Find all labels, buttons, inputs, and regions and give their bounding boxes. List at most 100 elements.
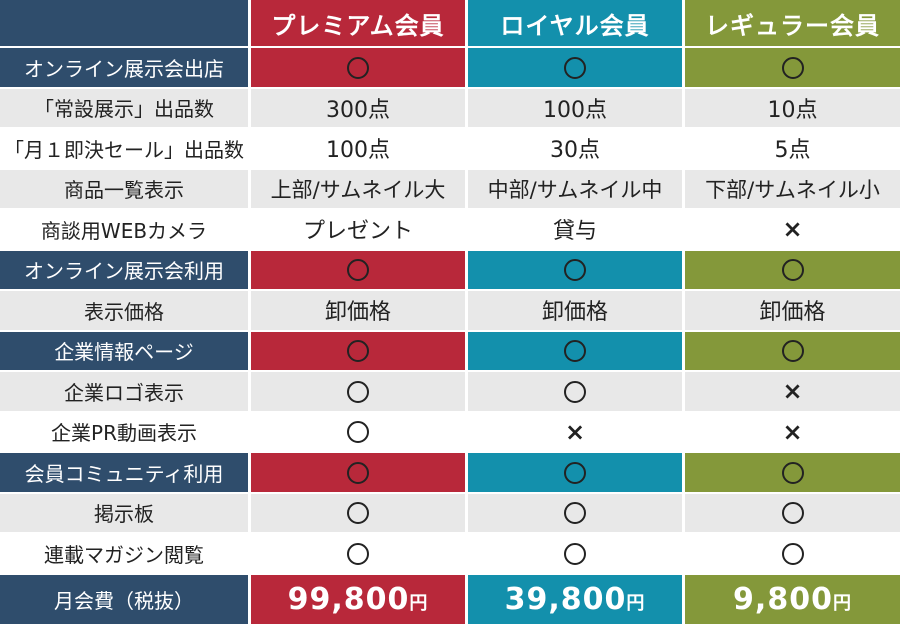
cell-royal: ○	[468, 48, 685, 89]
cell-regular: ○	[685, 250, 900, 291]
plan-header-regular: レギュラー会員	[685, 0, 900, 48]
table-row: 会員コミュニティ利用 ○ ○ ○	[0, 453, 900, 494]
cell-regular: 卸価格	[685, 291, 900, 332]
table-row: 企業PR動画表示 ○ × ×	[0, 412, 900, 453]
circle-mark-icon: ○	[347, 542, 369, 565]
circle-mark-icon: ○	[781, 502, 804, 525]
price-currency: 円	[626, 592, 646, 614]
circle-mark-icon: ○	[781, 542, 804, 565]
cell-royal: ○	[468, 493, 685, 534]
cell-regular: 10点	[685, 88, 900, 129]
row-label: オンライン展示会出店	[0, 48, 251, 89]
row-label: オンライン展示会利用	[0, 250, 251, 291]
cell-royal: ×	[468, 412, 685, 453]
circle-mark-icon: ○	[347, 421, 369, 444]
cell-regular: 下部/サムネイル小	[685, 169, 900, 210]
table-row: 表示価格 卸価格 卸価格 卸価格	[0, 291, 900, 332]
circle-mark-icon: ○	[564, 542, 586, 565]
plan-header-royal: ロイヤル会員	[468, 0, 685, 48]
cell-regular: ×	[685, 412, 900, 453]
row-label: 商品一覧表示	[0, 169, 251, 210]
circle-mark-icon: ○	[347, 56, 369, 79]
cell-regular: ○	[685, 48, 900, 89]
cell-premium: 卸価格	[251, 291, 468, 332]
table-row: 「常設展示」出品数 300点 100点 10点	[0, 88, 900, 129]
price-premium: 99,800円	[251, 574, 468, 624]
cell-premium: 300点	[251, 88, 468, 129]
cross-mark-icon: ×	[782, 215, 803, 244]
table-row: 企業ロゴ表示 ○ ○ ×	[0, 372, 900, 413]
circle-mark-icon: ○	[781, 461, 804, 484]
cell-value: 卸価格	[324, 300, 391, 326]
cell-premium: ○	[251, 534, 468, 575]
table-row: 企業情報ページ ○ ○ ○	[0, 331, 900, 372]
cell-royal: ○	[468, 453, 685, 494]
row-label: 企業PR動画表示	[0, 412, 251, 453]
table-row: 商品一覧表示 上部/サムネイル大 中部/サムネイル中 下部/サムネイル小	[0, 169, 900, 210]
cell-premium: ○	[251, 48, 468, 89]
circle-mark-icon: ○	[564, 56, 586, 79]
circle-mark-icon: ○	[781, 340, 804, 363]
cell-regular: ○	[685, 493, 900, 534]
cell-value: 300点	[326, 97, 390, 123]
cell-premium: ○	[251, 453, 468, 494]
price-currency: 円	[409, 592, 429, 614]
cell-regular: 5点	[685, 129, 900, 170]
table-row: オンライン展示会出店 ○ ○ ○	[0, 48, 900, 89]
cell-value: 5点	[774, 138, 811, 164]
cell-regular: ○	[685, 534, 900, 575]
cell-regular: ×	[685, 210, 900, 251]
circle-mark-icon: ○	[347, 259, 369, 282]
circle-mark-icon: ○	[347, 380, 369, 403]
cell-regular: ○	[685, 453, 900, 494]
cell-value: 下部/サムネイル小	[705, 177, 880, 202]
plan-header-premium: プレミアム会員	[251, 0, 468, 48]
row-label: 掲示板	[0, 493, 251, 534]
row-label: 「常設展示」出品数	[0, 88, 251, 129]
cell-royal: 中部/サムネイル中	[468, 169, 685, 210]
row-label: 連載マガジン閲覧	[0, 534, 251, 575]
cross-mark-icon: ×	[782, 377, 803, 406]
cell-value: 10点	[767, 97, 818, 123]
row-label: 商談用WEBカメラ	[0, 210, 251, 251]
cell-value: 30点	[550, 138, 600, 164]
header-row: プレミアム会員 ロイヤル会員 レギュラー会員	[0, 0, 900, 48]
table-row: 連載マガジン閲覧 ○ ○ ○	[0, 534, 900, 575]
row-label: 表示価格	[0, 291, 251, 332]
cell-royal: 100点	[468, 88, 685, 129]
cell-value: 卸価格	[759, 300, 826, 326]
header-corner	[0, 0, 251, 48]
cell-value: 貸与	[552, 219, 597, 245]
cell-premium: 100点	[251, 129, 468, 170]
price-amount: 99,800	[287, 581, 410, 617]
cell-royal: 卸価格	[468, 291, 685, 332]
circle-mark-icon: ○	[781, 259, 804, 282]
cell-value: 100点	[326, 138, 390, 164]
cell-royal: ○	[468, 534, 685, 575]
cell-royal: 30点	[468, 129, 685, 170]
price-amount: 39,800	[504, 581, 627, 617]
circle-mark-icon: ○	[564, 461, 586, 484]
circle-mark-icon: ○	[347, 340, 369, 363]
cell-premium: ○	[251, 412, 468, 453]
cell-regular: ○	[685, 331, 900, 372]
cell-value: 上部/サムネイル大	[270, 177, 446, 202]
cross-mark-icon: ×	[564, 417, 586, 446]
price-regular: 9,800円	[685, 574, 900, 624]
price-label: 月会費（税抜）	[0, 574, 251, 624]
price-currency: 円	[832, 592, 852, 614]
cell-premium: プレゼント	[251, 210, 468, 251]
circle-mark-icon: ○	[781, 56, 804, 79]
cell-regular: ×	[685, 372, 900, 413]
cell-premium: 上部/サムネイル大	[251, 169, 468, 210]
table-row: 商談用WEBカメラ プレゼント 貸与 ×	[0, 210, 900, 251]
table-row: 掲示板 ○ ○ ○	[0, 493, 900, 534]
table-row: オンライン展示会利用 ○ ○ ○	[0, 250, 900, 291]
row-label: 「月１即決セール」出品数	[0, 129, 251, 170]
cell-premium: ○	[251, 493, 468, 534]
cell-premium: ○	[251, 372, 468, 413]
circle-mark-icon: ○	[564, 340, 586, 363]
cell-royal: 貸与	[468, 210, 685, 251]
cell-value: プレゼント	[302, 219, 413, 245]
